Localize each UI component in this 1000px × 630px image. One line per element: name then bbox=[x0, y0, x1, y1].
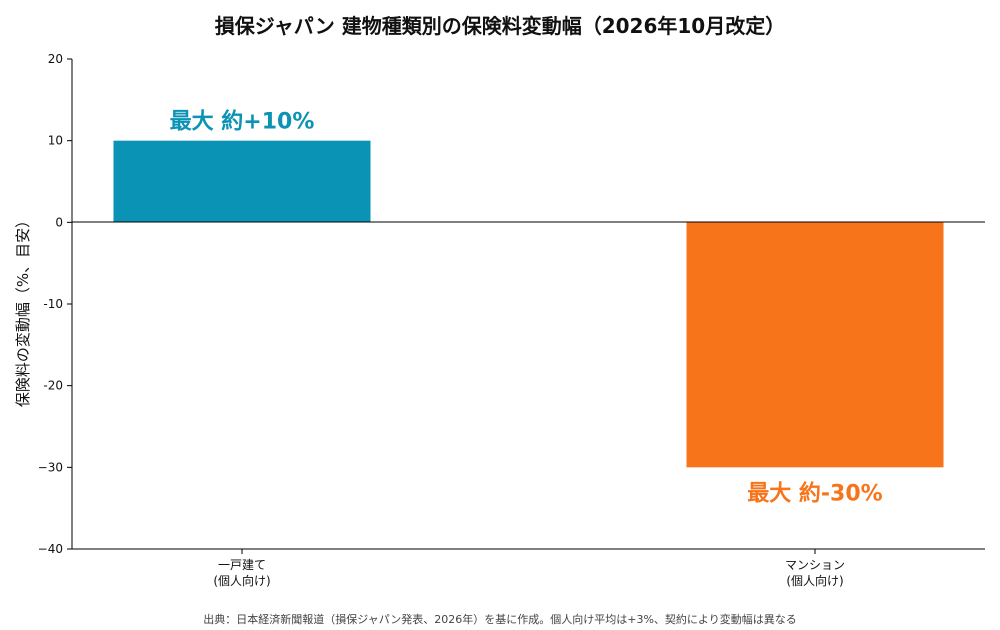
data-label: 最大 約-30% bbox=[747, 480, 882, 506]
y-tick-label: 0 bbox=[55, 215, 63, 229]
y-axis-label: 保険料の変動幅（%、目安） bbox=[14, 213, 32, 407]
y-tick-label: 10 bbox=[48, 134, 63, 148]
source-note: 出典：日本経済新聞報道（損保ジャパン発表、2026年）を基に作成。個人向け平均は… bbox=[203, 613, 797, 626]
y-tick-label: -20 bbox=[43, 379, 63, 393]
x-tick-label: マンション(個人向け) bbox=[785, 558, 845, 588]
data-label: 最大 約+10% bbox=[170, 109, 315, 135]
y-tick-label: 20 bbox=[48, 52, 63, 66]
y-tick-label: −30 bbox=[38, 460, 63, 474]
y-tick-label: −40 bbox=[38, 542, 63, 556]
bar bbox=[113, 140, 371, 223]
chart-title: 損保ジャパン 建物種類別の保険料変動幅（2026年10月改定） bbox=[214, 14, 786, 38]
x-tick-label: 一戸建て(個人向け) bbox=[213, 558, 270, 588]
bar bbox=[686, 222, 944, 468]
y-tick-label: -10 bbox=[43, 297, 63, 311]
